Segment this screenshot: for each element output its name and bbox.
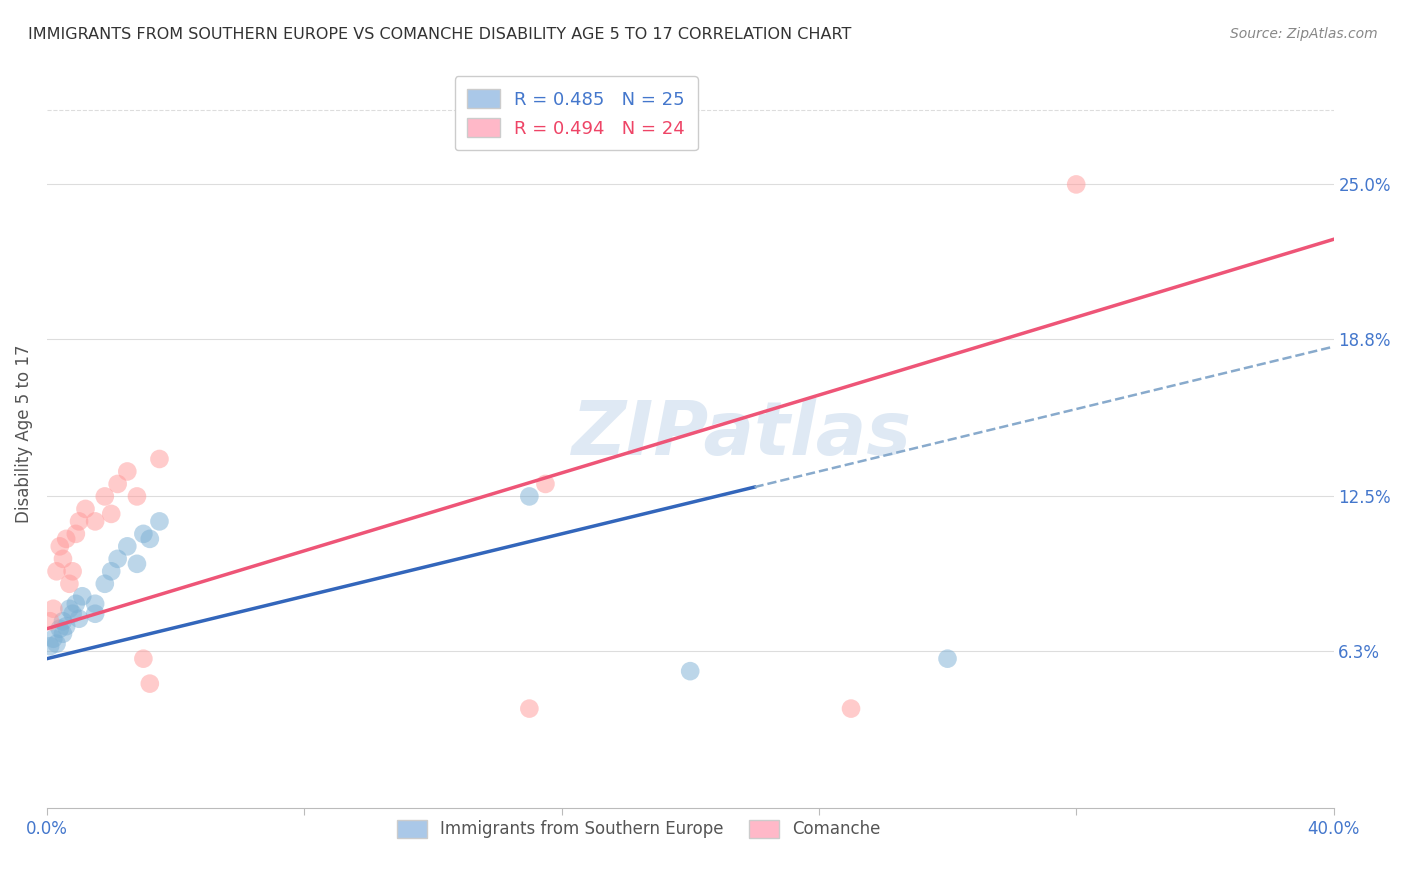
- Point: [107, 551, 129, 566]
- Point: [52, 626, 75, 640]
- Point: [148, 515, 170, 529]
- Text: Source: ZipAtlas.com: Source: ZipAtlas.com: [1230, 27, 1378, 41]
- Point: [72, 589, 94, 603]
- Point: [534, 477, 557, 491]
- Point: [52, 614, 75, 628]
- Point: [94, 490, 117, 504]
- Text: IMMIGRANTS FROM SOUTHERN EUROPE VS COMANCHE DISABILITY AGE 5 TO 17 CORRELATION C: IMMIGRANTS FROM SOUTHERN EUROPE VS COMAN…: [28, 27, 852, 42]
- Point: [39, 614, 62, 628]
- Point: [62, 564, 84, 578]
- Point: [55, 532, 77, 546]
- Y-axis label: Disability Age 5 to 17: Disability Age 5 to 17: [15, 345, 32, 524]
- Point: [139, 532, 162, 546]
- Point: [132, 651, 155, 665]
- Point: [839, 701, 862, 715]
- Point: [148, 452, 170, 467]
- Point: [67, 515, 90, 529]
- Point: [84, 607, 107, 621]
- Point: [55, 619, 77, 633]
- Point: [52, 551, 75, 566]
- Point: [100, 564, 122, 578]
- Point: [58, 576, 80, 591]
- Point: [679, 664, 702, 678]
- Point: [49, 622, 72, 636]
- Point: [65, 597, 87, 611]
- Point: [519, 701, 541, 715]
- Legend: Immigrants from Southern Europe, Comanche: Immigrants from Southern Europe, Comanch…: [391, 813, 887, 845]
- Point: [39, 639, 62, 653]
- Point: [117, 465, 139, 479]
- Point: [1064, 178, 1087, 192]
- Point: [94, 576, 117, 591]
- Point: [45, 637, 67, 651]
- Point: [84, 597, 107, 611]
- Point: [49, 539, 72, 553]
- Point: [42, 601, 65, 615]
- Point: [519, 490, 541, 504]
- Point: [67, 612, 90, 626]
- Point: [125, 490, 148, 504]
- Point: [42, 632, 65, 646]
- Point: [75, 502, 97, 516]
- Point: [65, 527, 87, 541]
- Point: [45, 564, 67, 578]
- Point: [107, 477, 129, 491]
- Point: [117, 539, 139, 553]
- Point: [100, 507, 122, 521]
- Point: [125, 557, 148, 571]
- Point: [58, 601, 80, 615]
- Point: [84, 515, 107, 529]
- Point: [62, 607, 84, 621]
- Point: [132, 527, 155, 541]
- Text: ZIPatlas: ZIPatlas: [572, 398, 911, 470]
- Point: [139, 676, 162, 690]
- Point: [936, 651, 959, 665]
